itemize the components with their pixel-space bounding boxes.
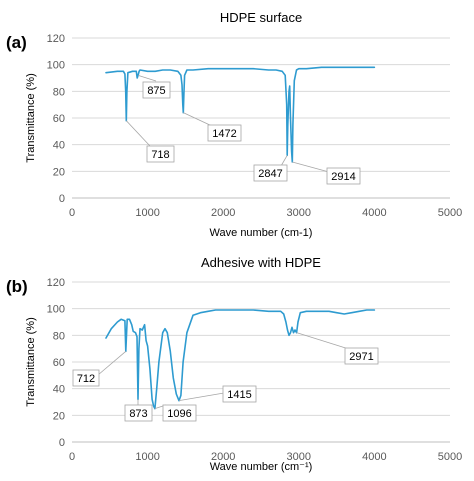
y-tick-label: 80 [53,330,65,342]
y-tick-label: 20 [53,166,65,178]
callout-box [146,145,175,163]
x-tick-label: 5000 [438,451,462,463]
peak-label: 2847 [258,168,282,180]
x-tick-label: 2000 [211,451,235,463]
callout-leader [97,351,127,376]
callout-box [142,81,171,99]
peak-label: 2971 [349,351,373,363]
y-tick-label: 60 [53,113,65,125]
x-tick-label: 4000 [362,451,386,463]
peak-label: 2914 [331,171,355,183]
y-tick-label: 0 [59,193,65,205]
y-tick-label: 100 [47,60,65,72]
peak-label: 712 [77,373,95,385]
callout-leader [292,161,330,173]
callout-box [344,347,379,365]
x-tick-label: 3000 [287,451,311,463]
callout-box [326,167,361,185]
x-tick-label: 3000 [287,207,311,219]
panel-label: (b) [6,277,28,296]
y-tick-label: 20 [53,410,65,422]
y-tick-label: 80 [53,86,65,98]
chart-title: HDPE surface [220,10,302,25]
x-axis-label: Wave number (cm-1) [210,227,313,239]
x-tick-label: 1000 [135,207,159,219]
y-tick-label: 40 [53,140,65,152]
x-tick-label: 1000 [135,451,159,463]
x-tick-label: 2000 [211,207,235,219]
callout-leader [280,155,288,167]
callout-leader [296,332,353,351]
panel-label: (a) [6,33,27,52]
chart-panel-a: HDPE surface (a) 0 20 40 60 80 100 120 0 1000 2000 3… [6,10,462,239]
chart-panel-b: Adhesive with HDPE (b) 0 20 40 60 80 100 120 0 100… [6,255,462,473]
y-tick-label: 60 [53,357,65,369]
callout-box [162,404,197,422]
spectrum-line [105,66,376,163]
y-axis-label: Transmittance (%) [25,317,37,406]
peak-label: 873 [129,408,147,420]
callout-leader [183,112,213,127]
y-tick-label: 120 [47,33,65,45]
x-axis-label: Wave number (cm⁻¹) [210,461,313,473]
y-tick-label: 100 [47,304,65,316]
y-axis-label: Transmittance (%) [25,73,37,162]
y-tick-label: 0 [59,437,65,449]
callout-leader [138,74,157,82]
callout-box [72,369,100,387]
chart-title: Adhesive with HDPE [201,255,321,270]
spectrum-line [105,309,376,410]
peak-label: 718 [151,149,169,161]
y-tick-label: 40 [53,384,65,396]
x-tick-label: 4000 [362,207,386,219]
y-tick-label: 120 [47,277,65,289]
x-tick-label: 5000 [438,207,462,219]
x-tick-label: 0 [69,451,75,463]
callout-box [207,124,242,142]
callout-leader [178,392,225,402]
peak-label: 1472 [212,128,236,140]
peak-label: 1415 [227,389,251,401]
callout-box [124,404,153,422]
x-tick-label: 0 [69,207,75,219]
callout-leader [125,120,151,147]
callout-box [222,385,257,403]
peak-label: 1096 [167,408,191,420]
peak-label: 875 [147,85,165,97]
callout-box [253,164,288,182]
